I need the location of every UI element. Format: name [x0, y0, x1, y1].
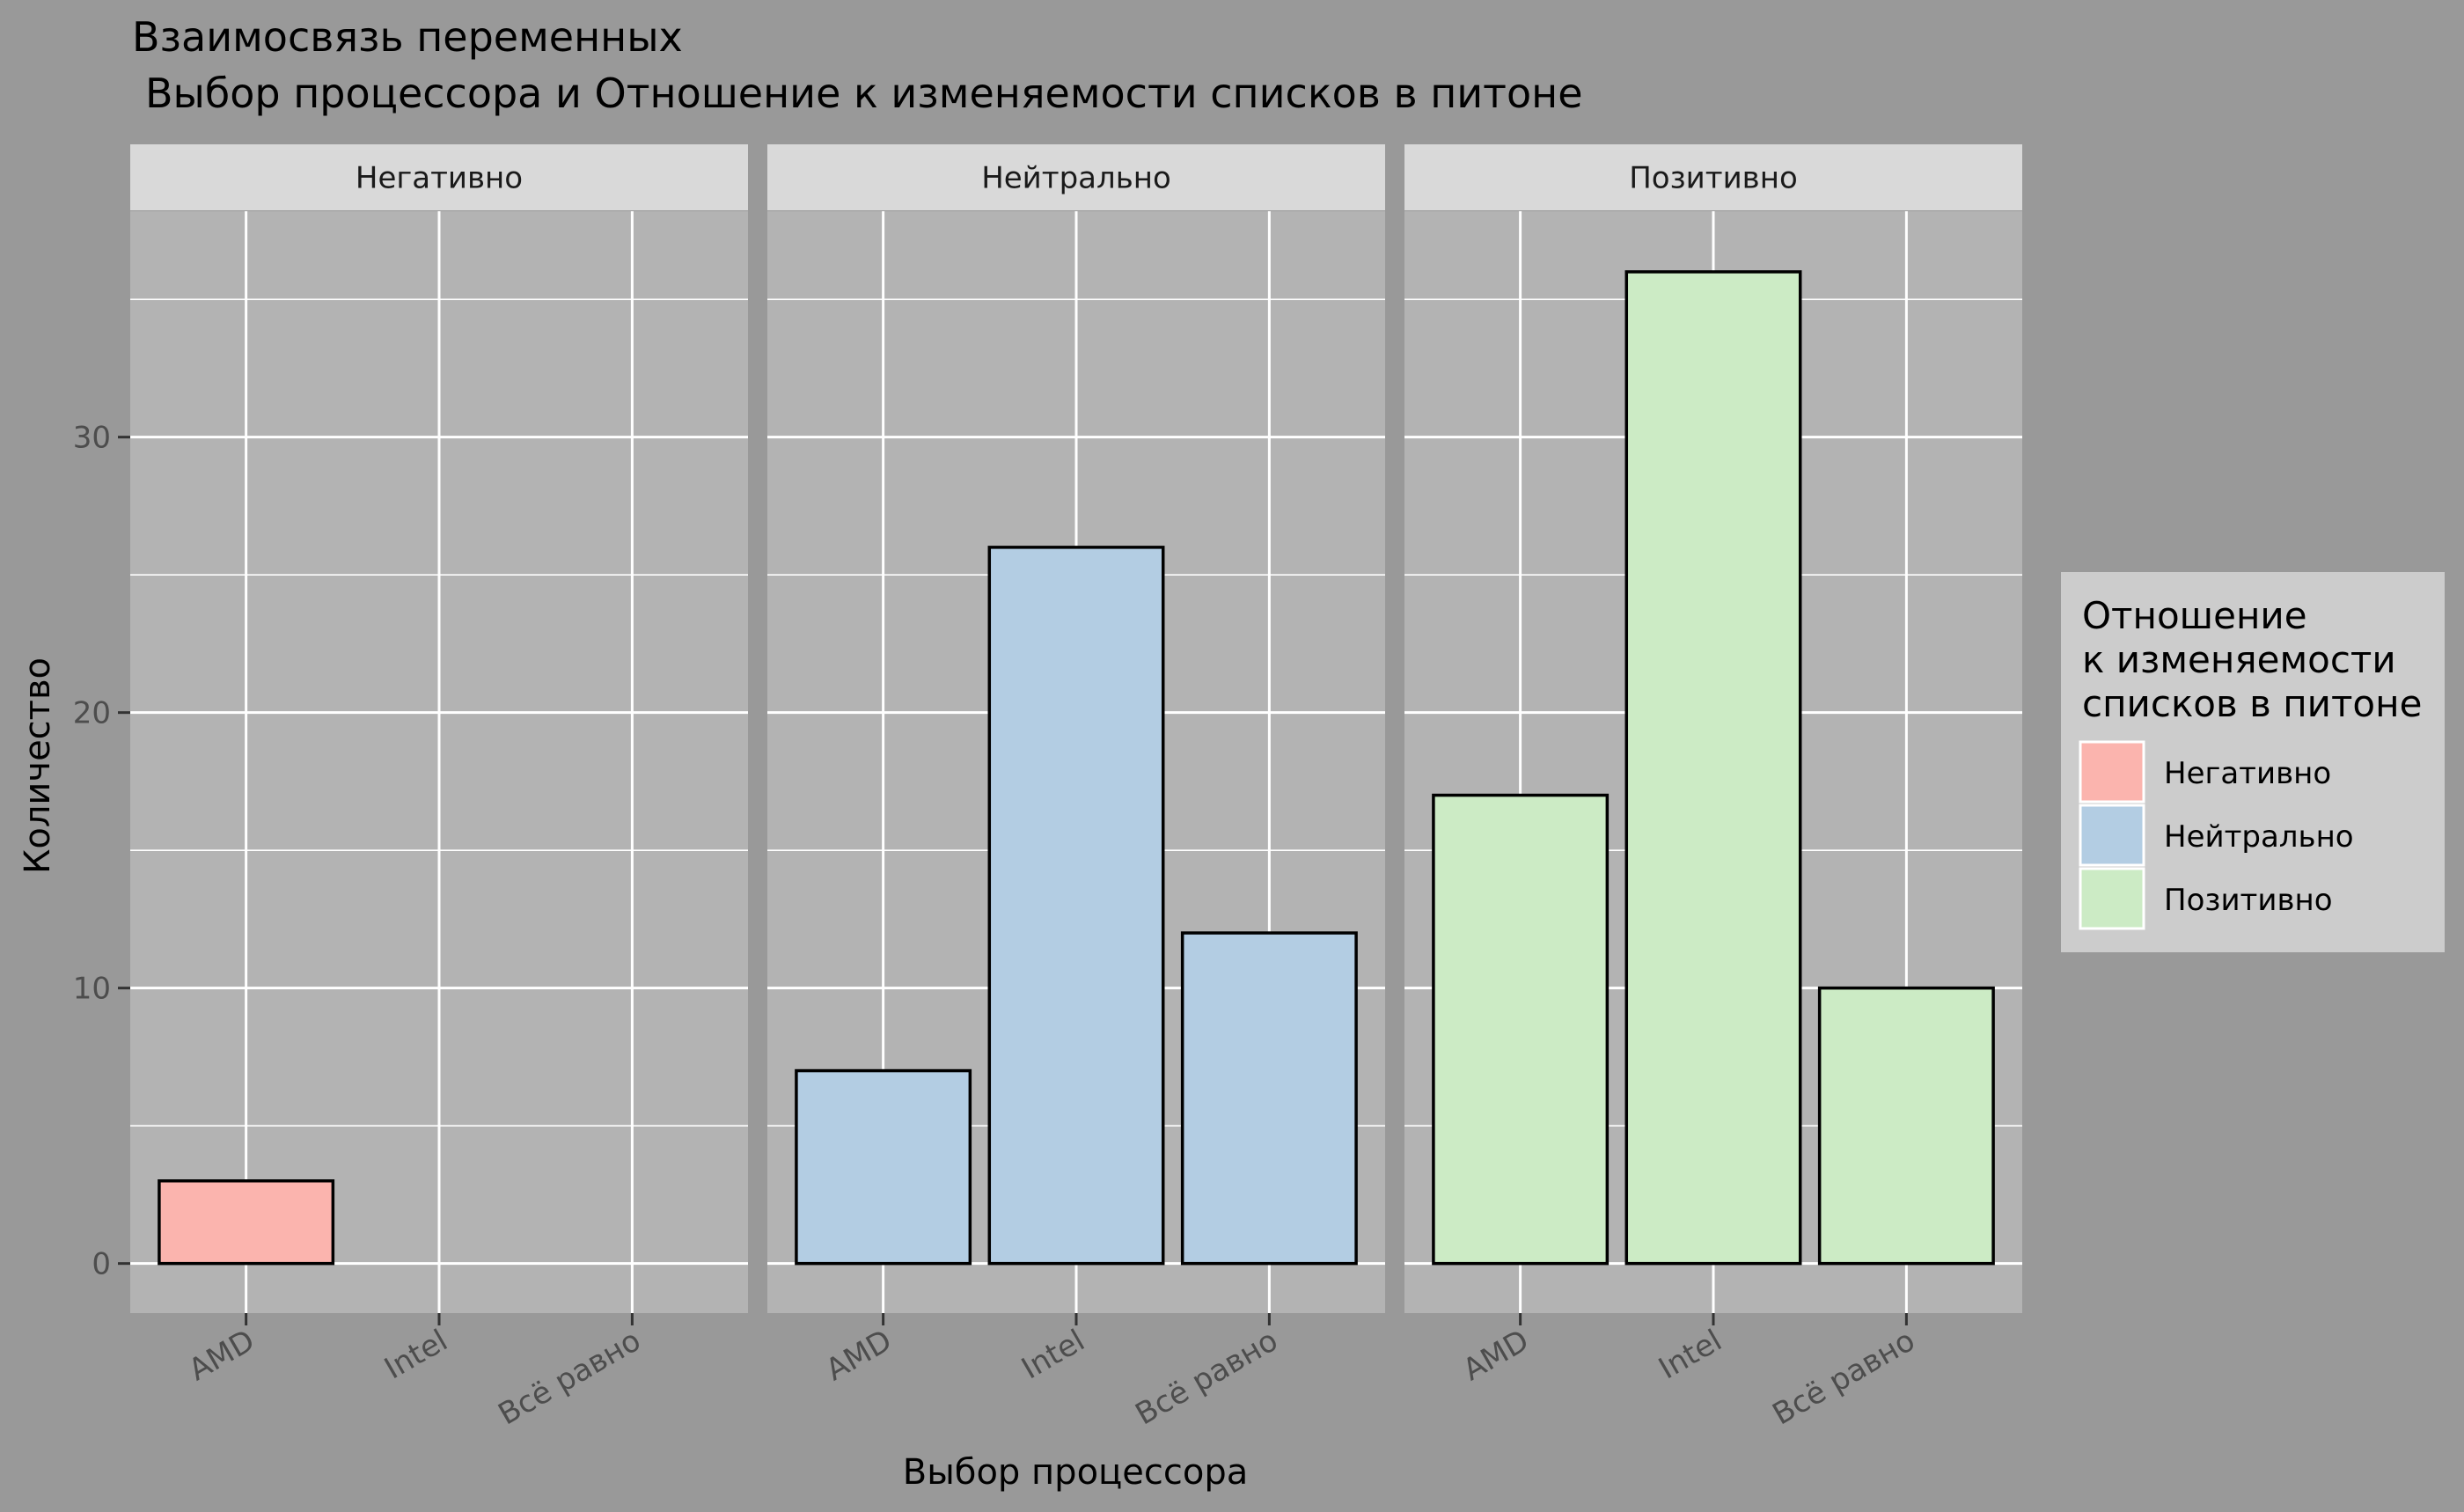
chart-title: Взаимосвязь переменных — [132, 13, 683, 61]
chart-subtitle: Выбор процессора и Отношение к изменяемо… — [145, 70, 1583, 117]
bar — [1180, 931, 1358, 1266]
y-tick-label: 30 — [73, 421, 111, 456]
legend-title: Отношение — [2082, 594, 2307, 637]
legend-title: списков в питоне — [2082, 682, 2422, 725]
y-tick-label: 10 — [73, 972, 111, 1007]
legend-key — [2079, 740, 2145, 804]
bar — [1817, 986, 1995, 1266]
bar — [795, 1068, 972, 1266]
facet-label: Негативно — [356, 161, 523, 196]
y-tick-label: 20 — [73, 696, 111, 731]
legend-label: Позитивно — [2164, 883, 2333, 918]
facet-strip — [130, 144, 748, 210]
legend-title: к изменяемости — [2082, 638, 2396, 681]
legend-label: Нейтрально — [2164, 819, 2354, 855]
bar — [1624, 270, 1802, 1266]
legend-key — [2079, 804, 2145, 867]
y-axis-title: Количество — [18, 657, 58, 874]
x-axis-title: Выбор процессора — [903, 1452, 1248, 1493]
bar — [158, 1179, 335, 1266]
legend-key — [2079, 867, 2145, 930]
bar — [987, 546, 1165, 1266]
facet-label: Позитивно — [1629, 161, 1798, 196]
bar — [1432, 793, 1610, 1266]
facet-strip — [1404, 144, 2022, 210]
legend-label: Негативно — [2164, 756, 2331, 791]
facet-strip — [767, 144, 1385, 210]
facet-label: Нейтрально — [981, 161, 1171, 196]
y-tick-label: 0 — [92, 1247, 111, 1282]
y-axis: 0 10 20 30 — [73, 421, 130, 1282]
